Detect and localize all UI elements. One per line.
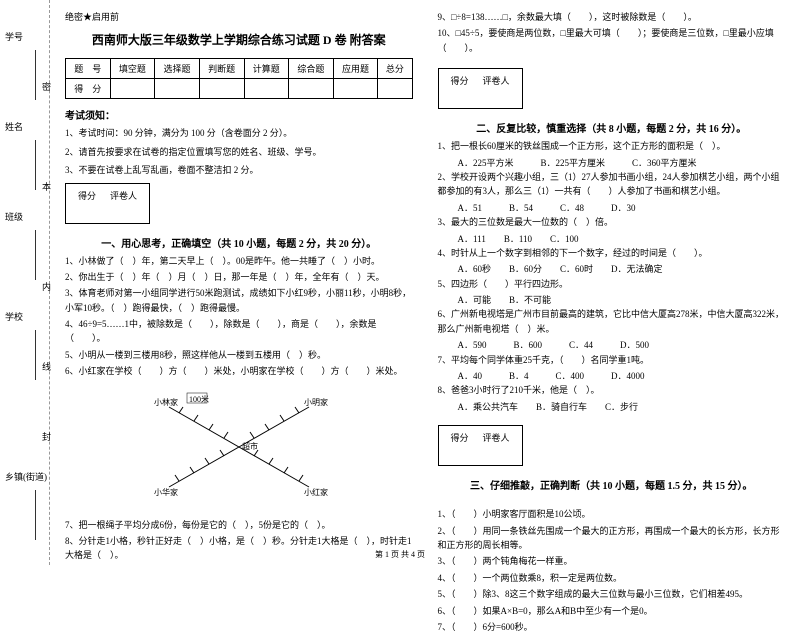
- question: 3、最大的三位数是最大一位数的（ ）倍。: [438, 215, 786, 229]
- binding-line: [35, 230, 36, 280]
- options: A．可能 B．不可能: [438, 293, 786, 307]
- question: 2、你出生于（ ）年（ ）月（ ）日，那一年是（ ）年，全年有（ ）天。: [65, 270, 413, 284]
- options: A．51 B．54 C．48 D．30: [438, 201, 786, 215]
- svg-text:小红家: 小红家: [304, 487, 328, 497]
- score-cell[interactable]: [378, 79, 412, 99]
- question: 6、（ ）如果A×B=0，那么A和B中至少有一个是0。: [438, 604, 786, 618]
- left-column: 绝密★启用前 西南师大版三年级数学上学期综合练习试题 D 卷 附答案 题 号 填…: [65, 10, 413, 555]
- section-1-title: 一、用心思考，正确填空（共 10 小题，每题 2 分，共 20 分）。: [65, 235, 413, 250]
- svg-text:超市: 超市: [242, 441, 258, 451]
- score-header: 应用题: [333, 59, 378, 79]
- grader-cell[interactable]: [104, 205, 143, 219]
- score-label: 得分: [445, 73, 475, 88]
- score-header: 计算题: [244, 59, 289, 79]
- binding-margin: 学号 姓名 班级 学校 乡镇(街道) 密 本 内 线 封: [0, 0, 50, 565]
- question: 8、爸爸3小时行了210千米，他是（ ）。: [438, 383, 786, 397]
- score-header: 选择题: [155, 59, 200, 79]
- score-cell[interactable]: [110, 79, 155, 99]
- binding-label-0: 学号: [5, 30, 23, 43]
- score-header: 综合题: [289, 59, 334, 79]
- grader-cell[interactable]: [477, 447, 516, 461]
- binding-mark: 本: [42, 180, 51, 193]
- question: 5、（ ）除3、8这三个数字组成的最大三位数与最小三位数，它们相差495。: [438, 587, 786, 601]
- question: 6、广州新电视塔是广州市目前最高的建筑，它比中信大厦高278米，中信大厦高322…: [438, 307, 786, 336]
- binding-line: [35, 50, 36, 100]
- question: 1、把一根长60厘米的铁丝围成一个正方形，这个正方形的面积是（ ）。: [438, 139, 786, 153]
- page-footer: 第 1 页 共 4 页: [0, 549, 800, 560]
- question: 4、（ ）一个两位数乘8，积一定是两位数。: [438, 571, 786, 585]
- section-score-box: 得分评卷人: [65, 183, 150, 224]
- svg-text:小林家: 小林家: [154, 397, 178, 407]
- question: 4、46÷9=5……1中，被除数是（ ），除数是（ ），商是（ ），余数是（ ）…: [65, 317, 413, 346]
- svg-text:小华家: 小华家: [154, 487, 178, 497]
- score-cell[interactable]: [445, 90, 475, 104]
- score-cell[interactable]: [244, 79, 289, 99]
- score-header: 判断题: [199, 59, 244, 79]
- binding-mark: 封: [42, 430, 51, 443]
- notice-title: 考试须知：: [65, 107, 413, 122]
- question: 1、小林做了（ ）年，第二天早上（ ）。00是昨午。他一共睡了（ ）小时。: [65, 254, 413, 268]
- svg-text:小明家: 小明家: [304, 397, 328, 407]
- notice-item: 1、考试时间：90 分钟，满分为 100 分（含卷面分 2 分）。: [65, 127, 413, 141]
- exam-title: 西南师大版三年级数学上学期综合练习试题 D 卷 附答案: [65, 31, 413, 48]
- question: 10、□45÷5，要使商是两位数，□里最大可填（ ）；要使商是三位数，□里最小应…: [438, 26, 786, 55]
- question: 1、（ ）小明家客厅面积是10公顷。: [438, 507, 786, 521]
- score-cell[interactable]: [199, 79, 244, 99]
- binding-mark: 内: [42, 280, 51, 293]
- binding-mark: 密: [42, 80, 51, 93]
- score-label: 得分: [72, 188, 102, 203]
- binding-line: [35, 140, 36, 190]
- question: 5、小明从一楼到三楼用8秒，照这样他从一楼到五楼用（ ）秒。: [65, 348, 413, 362]
- question: 5、四边形（ ）平行四边形。: [438, 277, 786, 291]
- binding-label-3: 学校: [5, 310, 23, 323]
- score-cell[interactable]: [155, 79, 200, 99]
- question: 4、时针从上一个数字到相邻的下一个数字，经过的时间是（ ）。: [438, 246, 786, 260]
- question: 2、学校开设两个兴趣小组，三（1）27人参加书画小组，24人参加棋艺小组，两个小…: [438, 170, 786, 199]
- binding-label-2: 班级: [5, 210, 23, 223]
- section-score-box: 得分评卷人: [438, 68, 523, 109]
- score-header: 题 号: [66, 59, 111, 79]
- right-column: 9、□÷8=138……□，余数最大填（ ），这时被除数是（ ）。 10、□45÷…: [438, 10, 786, 555]
- options: A．60秒 B．60分 C．60时 D．无法确定: [438, 262, 786, 276]
- options: A．乘公共汽车 B．骑自行车 C．步行: [438, 400, 786, 414]
- options: A．590 B．600 C．44 D．500: [438, 338, 786, 352]
- grader-label: 评卷人: [477, 73, 516, 88]
- options: A．225平方米 B．225平方厘米 C．360平方厘米: [438, 156, 786, 170]
- binding-label-1: 姓名: [5, 120, 23, 133]
- score-cell[interactable]: [289, 79, 334, 99]
- binding-line: [35, 490, 36, 540]
- secret-label: 绝密★启用前: [65, 10, 413, 23]
- binding-line: [35, 330, 36, 380]
- grader-cell[interactable]: [477, 90, 516, 104]
- diagram-label: 100米: [189, 394, 209, 404]
- score-table: 题 号 填空题 选择题 判断题 计算题 综合题 应用题 总分 得 分: [65, 58, 413, 99]
- section-2-title: 二、反复比较，慎重选择（共 8 小题，每题 2 分，共 16 分）。: [438, 120, 786, 135]
- question: 7、（ ）6分=600秒。: [438, 620, 786, 634]
- binding-mark: 线: [42, 360, 51, 373]
- grader-label: 评卷人: [104, 188, 143, 203]
- grader-label: 评卷人: [477, 430, 516, 445]
- notice-item: 3、不要在试卷上乱写乱画，卷面不整洁扣 2 分。: [65, 164, 413, 178]
- score-header: 总分: [378, 59, 412, 79]
- score-label: 得分: [445, 430, 475, 445]
- notice-item: 2、请首先按要求在试卷的指定位置填写您的姓名、班级、学号。: [65, 146, 413, 160]
- question: 7、把一根绳子平均分成6份，每份是它的（ ），5份是它的（ ）。: [65, 518, 413, 532]
- score-cell[interactable]: [333, 79, 378, 99]
- binding-label-4: 乡镇(街道): [5, 470, 47, 483]
- section-score-box: 得分评卷人: [438, 425, 523, 466]
- score-cell[interactable]: [445, 447, 475, 461]
- score-header: 填空题: [110, 59, 155, 79]
- section-3-title: 三、仔细推敲，正确判断（共 10 小题，每题 1.5 分，共 15 分）。: [438, 477, 786, 492]
- score-cell[interactable]: [72, 205, 102, 219]
- score-row-label: 得 分: [66, 79, 111, 99]
- options: A．111 B．110 C．100: [438, 232, 786, 246]
- question: 3、体育老师对第一小组同学进行50米跑测试，成绩如下小红9秒，小丽11秒，小明8…: [65, 286, 413, 315]
- question: 7、平均每个同学体重25千克，（ ）名同学重1吨。: [438, 353, 786, 367]
- map-diagram: 100米 小林家 小明家 超市 小华家 小红家: [65, 387, 413, 510]
- question: 9、□÷8=138……□，余数最大填（ ），这时被除数是（ ）。: [438, 10, 786, 24]
- question: 6、小红家在学校（ ）方（ ）米处，小明家在学校（ ）方（ ）米处。: [65, 364, 413, 378]
- options: A．40 B．4 C．400 D．4000: [438, 369, 786, 383]
